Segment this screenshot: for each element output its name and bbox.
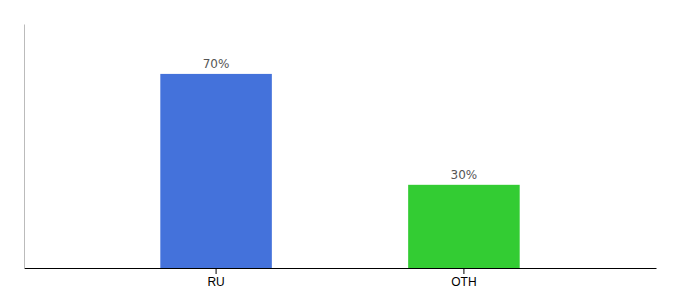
data-labels: 70% 30% [203,57,478,182]
chart-svg: RU OTH 70% 30% [0,0,680,300]
x-tick-mark [216,268,217,274]
x-tick-mark [463,268,464,274]
x-axis-line [25,268,657,269]
bars [160,74,519,268]
y-axis-line [24,25,25,269]
x-tick-label: OTH [451,275,476,289]
data-label: 30% [451,168,478,182]
bar [408,185,520,268]
x-axis: RU OTH [25,268,657,289]
x-tick: OTH [451,268,476,289]
y-axis [24,25,25,269]
data-label: 70% [203,57,230,71]
x-tick: RU [207,268,224,289]
bar [160,74,272,268]
chart-container: RU OTH 70% 30% [0,0,680,300]
plot: RU OTH 70% 30% [25,25,657,289]
x-tick-label: RU [207,275,224,289]
